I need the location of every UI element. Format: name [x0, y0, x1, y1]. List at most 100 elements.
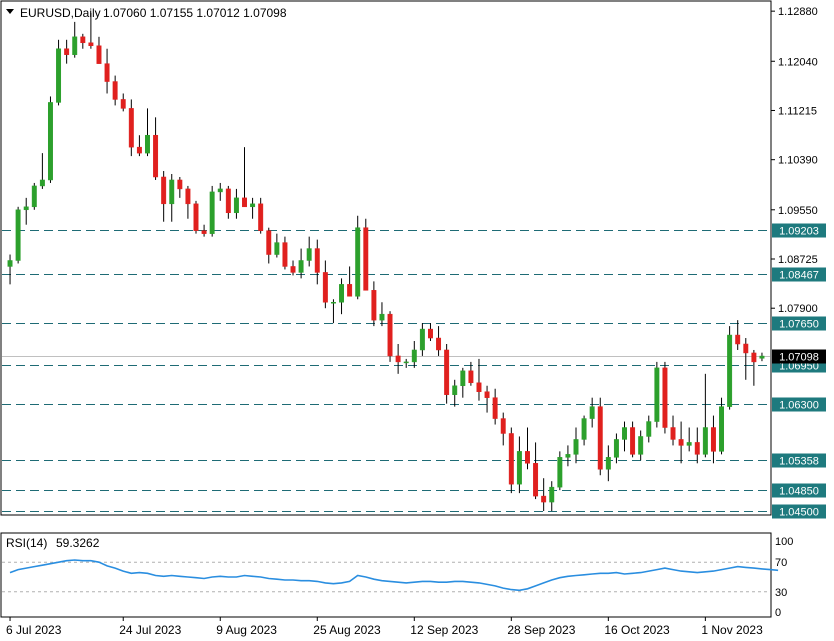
- candle-body: [403, 361, 409, 364]
- candle-body: [371, 290, 377, 321]
- candle-body: [7, 260, 13, 267]
- rsi-tick-label: 100: [775, 536, 793, 548]
- candle-body: [339, 284, 345, 303]
- level-tag: [772, 267, 826, 282]
- candle-body: [242, 197, 247, 208]
- level-tag: [772, 453, 826, 468]
- candle-body: [492, 397, 498, 419]
- candle-body: [145, 134, 150, 154]
- candle-body: [508, 433, 514, 485]
- candle-body: [47, 102, 53, 181]
- candle-body: [589, 406, 595, 419]
- collapse-triangle-icon[interactable]: [6, 9, 14, 14]
- candle-body: [298, 260, 304, 273]
- candle-body: [597, 406, 603, 470]
- rsi-label: RSI(14): [6, 536, 47, 550]
- price-tick-label: 1.11215: [778, 105, 817, 117]
- candle-body: [436, 337, 442, 351]
- candle-body: [727, 334, 733, 407]
- level-tag: [772, 483, 826, 498]
- price-tick-label: 1.12040: [778, 56, 818, 68]
- candle-body: [500, 418, 506, 434]
- candle-body: [31, 185, 37, 208]
- price-axis: 1.12880 1.12040 1.11215 1.10390 1.09550 1.087…: [771, 6, 826, 364]
- candle-body: [751, 352, 757, 363]
- candle-body: [250, 203, 256, 208]
- candle-body: [581, 418, 587, 440]
- candle-body: [525, 451, 530, 464]
- rsi-line: [9, 559, 779, 592]
- candle-body: [452, 385, 458, 395]
- candle-body: [185, 188, 191, 205]
- candle-body: [549, 486, 555, 503]
- candle-body: [306, 248, 312, 261]
- candle-body: [468, 370, 474, 384]
- candle-body: [23, 206, 29, 211]
- candle-body: [136, 146, 142, 154]
- candle-body: [694, 442, 700, 455]
- rsi-panel: 100 70 30 0: [2, 536, 793, 619]
- candle-body: [670, 427, 676, 440]
- candle-body: [56, 48, 62, 103]
- candle-body: [427, 328, 433, 339]
- price-tick-label: 1.07900: [778, 303, 818, 315]
- candle-body: [330, 301, 336, 304]
- candle-body: [258, 203, 264, 231]
- candle-body: [516, 451, 522, 485]
- candle-body: [686, 442, 692, 446]
- candle-body: [484, 391, 490, 398]
- candle-body: [88, 42, 94, 47]
- candle-body: [282, 242, 288, 267]
- time-tick-label: 25 Aug 2023: [313, 623, 381, 637]
- rsi-tick-label: 70: [775, 557, 787, 569]
- candle-body: [662, 367, 668, 428]
- candle-body: [39, 179, 45, 187]
- current-price-label: 1.07098: [779, 352, 819, 364]
- candle-body: [638, 436, 644, 455]
- level-label: 1.04500: [779, 507, 819, 519]
- candle-body: [363, 227, 369, 291]
- candle-body: [347, 284, 353, 297]
- candle-body: [379, 313, 385, 321]
- candle-body: [460, 370, 466, 387]
- candle-body: [395, 355, 401, 363]
- candle-body: [15, 209, 21, 261]
- candle-body: [120, 99, 126, 109]
- candle-body: [153, 134, 159, 178]
- candle-body: [64, 48, 70, 55]
- candle-body: [678, 439, 684, 446]
- candle-body: [573, 439, 579, 455]
- candle-body: [719, 406, 725, 452]
- level-tag: [772, 316, 826, 331]
- rsi-value: 59.3262: [56, 536, 100, 550]
- candle-body: [654, 367, 660, 422]
- candle-body: [702, 427, 708, 455]
- time-tick-label: 12 Sep 2023: [410, 623, 478, 637]
- time-tick-label: 1 Nov 2023: [701, 623, 763, 637]
- rsi-tick-label: 30: [775, 587, 787, 599]
- candle-body: [419, 328, 425, 351]
- candle-body: [630, 427, 636, 455]
- price-tick-label: 1.09550: [778, 205, 818, 217]
- level-tag: [772, 504, 826, 519]
- candle-body: [314, 248, 320, 273]
- time-tick-label: 24 Jul 2023: [119, 623, 181, 637]
- time-tick-label: 9 Aug 2023: [216, 623, 277, 637]
- candle-body: [233, 197, 239, 214]
- candle-body: [322, 272, 328, 303]
- ohlc-label: 1.07060 1.07155 1.07012 1.07098: [103, 6, 287, 20]
- candle-body: [80, 36, 86, 44]
- level-tag: [772, 223, 826, 238]
- symbol-label: EURUSD,Daily: [20, 6, 101, 20]
- candle-body: [266, 230, 272, 255]
- candle-body: [533, 463, 539, 497]
- candle-body: [128, 108, 134, 148]
- candle-body: [605, 457, 611, 470]
- price-tick-label: 1.10390: [778, 155, 818, 167]
- candle-body: [646, 421, 652, 437]
- candle-body: [476, 382, 482, 392]
- candle-body: [161, 176, 167, 205]
- candle-body: [541, 495, 547, 503]
